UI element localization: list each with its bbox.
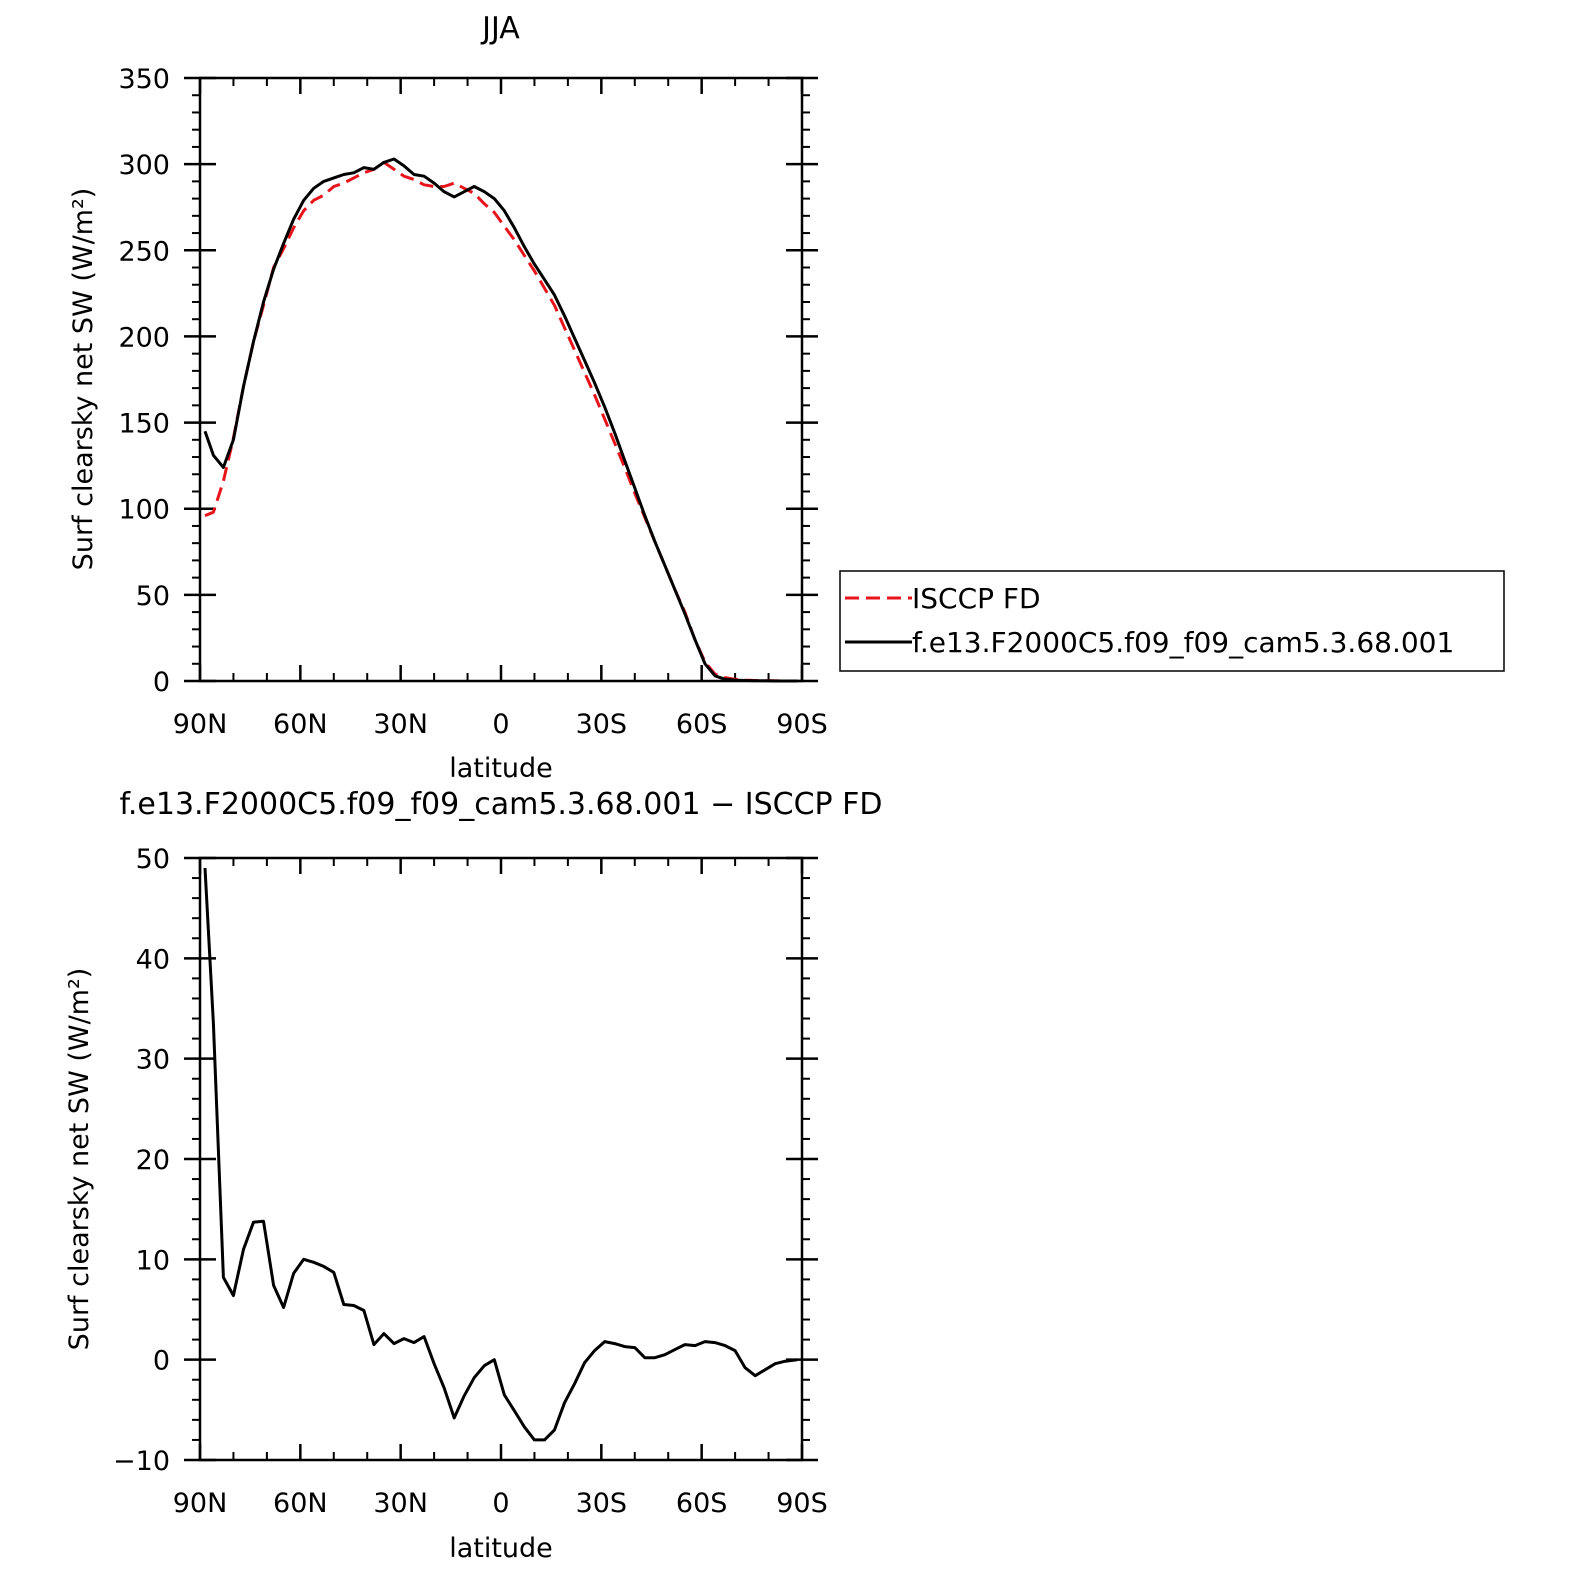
top-x-axis-label: latitude bbox=[449, 753, 553, 784]
x-tick-label: 90S bbox=[776, 709, 828, 740]
bottom-chart-title: f.e13.F2000C5.f09_f09_cam5.3.68.001 − IS… bbox=[119, 787, 882, 822]
y-tick-label: 30 bbox=[136, 1045, 170, 1076]
x-tick-label: 90S bbox=[776, 1488, 828, 1519]
y-tick-label: −10 bbox=[113, 1446, 170, 1477]
bottom-x-tick-labels: 90N 60N 30N 0 30S 60S 90S bbox=[173, 1488, 828, 1519]
top-ticks bbox=[184, 76, 818, 683]
y-tick-label: 250 bbox=[118, 236, 170, 267]
x-tick-label: 0 bbox=[492, 1488, 509, 1519]
y-tick-label: 100 bbox=[118, 495, 170, 526]
y-tick-label: 50 bbox=[136, 844, 170, 875]
top-x-tick-labels: 90N 60N 30N 0 30S 60S 90S bbox=[173, 709, 828, 740]
top-y-tick-labels: 0 50 100 150 200 250 300 350 bbox=[118, 64, 170, 698]
bottom-plot-frame bbox=[198, 856, 804, 1462]
top-series bbox=[203, 157, 797, 683]
y-tick-label: 200 bbox=[118, 322, 170, 353]
x-tick-label: 60S bbox=[676, 1488, 728, 1519]
x-tick-label: 30N bbox=[373, 709, 428, 740]
bottom-series bbox=[203, 867, 798, 1442]
y-tick-label: 350 bbox=[118, 64, 170, 95]
x-tick-label: 60N bbox=[273, 709, 328, 740]
legend-box bbox=[839, 570, 1505, 672]
top-y-axis-label: Surf clearsky net SW (W/m²) bbox=[68, 188, 99, 571]
x-tick-label: 30S bbox=[576, 709, 628, 740]
top-chart-title: JJA bbox=[480, 11, 520, 46]
legend: ISCCP FD f.e13.F2000C5.f09_f09_cam5.3.68… bbox=[839, 570, 1505, 672]
x-tick-label: 90N bbox=[173, 709, 228, 740]
y-tick-label: 10 bbox=[136, 1245, 170, 1276]
x-tick-label: 0 bbox=[492, 709, 509, 740]
top-plot-frame bbox=[198, 76, 804, 683]
bottom-y-axis-label: Surf clearsky net SW (W/m²) bbox=[64, 968, 95, 1351]
legend-isccp-label: ISCCP FD bbox=[912, 582, 1041, 615]
y-tick-label: 150 bbox=[118, 409, 170, 440]
bottom-x-axis-label: latitude bbox=[449, 1533, 553, 1564]
y-tick-label: 20 bbox=[136, 1145, 170, 1176]
y-tick-label: 0 bbox=[153, 1346, 170, 1377]
y-tick-label: 50 bbox=[136, 581, 170, 612]
y-tick-label: 40 bbox=[136, 944, 170, 975]
model-series-line bbox=[203, 867, 798, 1442]
bottom-ticks bbox=[184, 856, 818, 1462]
isccp-series-line bbox=[204, 160, 797, 683]
x-tick-label: 60S bbox=[676, 709, 728, 740]
y-tick-label: 300 bbox=[118, 150, 170, 181]
x-tick-label: 30S bbox=[576, 1488, 628, 1519]
x-tick-label: 30N bbox=[373, 1488, 428, 1519]
bottom-y-tick-labels: −10 0 10 20 30 40 50 bbox=[113, 844, 170, 1477]
bottom-chart: f.e13.F2000C5.f09_f09_cam5.3.68.001 − IS… bbox=[64, 787, 883, 1564]
x-tick-label: 90N bbox=[173, 1488, 228, 1519]
legend-model-label: f.e13.F2000C5.f09_f09_cam5.3.68.001 bbox=[912, 626, 1454, 659]
top-chart: JJA 0 50 100 150 200 250 300 350 90N 60N 30N 0 30S 6… bbox=[68, 11, 1505, 784]
model-series-line bbox=[203, 157, 797, 683]
y-tick-label: 0 bbox=[153, 667, 170, 698]
x-tick-label: 60N bbox=[273, 1488, 328, 1519]
